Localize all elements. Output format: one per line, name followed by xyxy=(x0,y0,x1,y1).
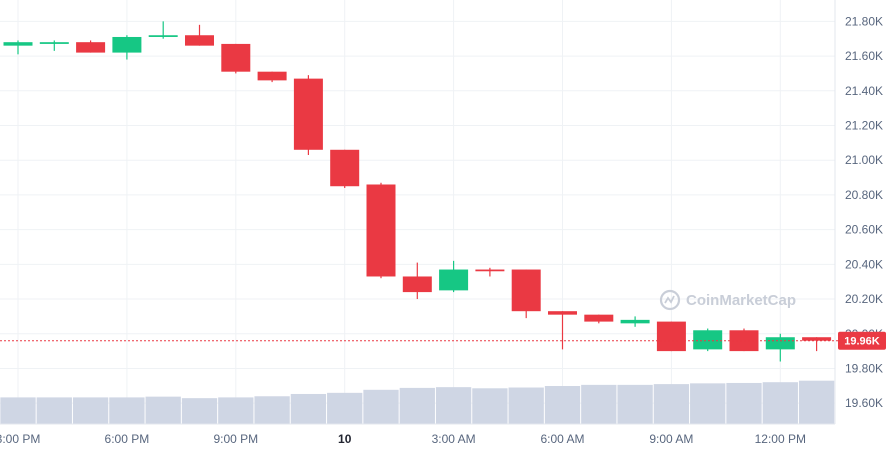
volume-bar xyxy=(690,383,726,424)
last-price-badge: 19.96K xyxy=(838,331,886,350)
y-tick-label: 20.20K xyxy=(845,292,883,306)
candle-body xyxy=(620,319,650,324)
x-tick-label: 10 xyxy=(338,432,352,446)
candle-body xyxy=(802,337,832,341)
y-tick-label: 20.40K xyxy=(845,257,883,271)
volume-bar xyxy=(363,389,399,424)
candle-body xyxy=(656,321,686,352)
y-tick-label: 21.80K xyxy=(845,14,883,28)
candle-body xyxy=(366,184,396,277)
volume-bar xyxy=(109,397,145,424)
candle-body xyxy=(330,149,360,187)
candle-body xyxy=(257,71,287,81)
volume-bar xyxy=(218,397,254,424)
volume-bar xyxy=(0,397,36,424)
x-tick-label: 3:00 PM xyxy=(0,432,40,446)
candle-body xyxy=(221,43,251,72)
last-price-value: 19.96K xyxy=(844,336,880,348)
volume-bar xyxy=(472,388,508,424)
candle-body xyxy=(765,337,795,350)
y-tick-label: 19.60K xyxy=(845,396,883,410)
candles xyxy=(3,21,832,362)
candle-body xyxy=(112,36,142,53)
candle-body xyxy=(439,269,469,291)
candle-body xyxy=(185,35,214,46)
candle-body xyxy=(584,314,614,322)
volume-bar xyxy=(653,384,690,424)
x-tick-label: 12:00 PM xyxy=(755,432,806,446)
y-tick-label: 19.80K xyxy=(845,361,883,375)
volume-bar xyxy=(327,392,363,424)
volume-bar xyxy=(290,393,327,424)
last-price-badge-bg xyxy=(838,331,886,350)
volume-bar xyxy=(798,380,835,424)
volume-bar xyxy=(726,382,762,424)
volume-bar xyxy=(72,397,109,424)
volume-bar xyxy=(435,387,472,424)
volume-bar xyxy=(581,384,617,424)
y-tick-label: 21.20K xyxy=(845,118,883,132)
candle-body xyxy=(148,35,178,37)
x-tick-label: 6:00 AM xyxy=(540,432,584,446)
x-tick-label: 6:00 PM xyxy=(105,432,150,446)
volume-bar xyxy=(181,398,218,424)
y-tick-label: 21.60K xyxy=(845,49,883,63)
candle-body xyxy=(76,42,106,53)
candle-body xyxy=(3,42,33,46)
candle-body xyxy=(402,276,432,293)
candle-body xyxy=(293,78,323,150)
candle-body xyxy=(548,311,577,315)
y-tick-label: 20.80K xyxy=(845,188,883,202)
watermark-text: CoinMarketCap xyxy=(686,292,796,309)
volume-bar xyxy=(762,382,798,424)
y-tick-label: 20.60K xyxy=(845,223,883,237)
candle-body xyxy=(475,269,505,272)
candle-body xyxy=(39,42,69,44)
x-tick-label: 9:00 AM xyxy=(649,432,693,446)
volume-bar xyxy=(508,387,544,424)
coinmarketcap-logo-icon xyxy=(659,289,681,311)
volume-bar xyxy=(617,384,653,424)
candle-body xyxy=(693,330,723,350)
volume-bars xyxy=(0,380,835,424)
x-tick-label: 9:00 PM xyxy=(213,432,258,446)
volume-bar xyxy=(36,397,72,424)
gridlines xyxy=(0,0,835,424)
volume-bar xyxy=(145,396,181,424)
volume-bar xyxy=(399,387,435,424)
volume-bar xyxy=(254,396,290,424)
y-tick-label: 21.40K xyxy=(845,84,883,98)
x-tick-label: 3:00 AM xyxy=(432,432,476,446)
candle-body xyxy=(511,269,541,312)
y-tick-label: 21.00K xyxy=(845,153,883,167)
axes: 21.80K 21.60K 21.40K 21.20K 21.00K 20.80K 20.6… xyxy=(0,0,883,446)
volume-bar xyxy=(544,386,581,424)
